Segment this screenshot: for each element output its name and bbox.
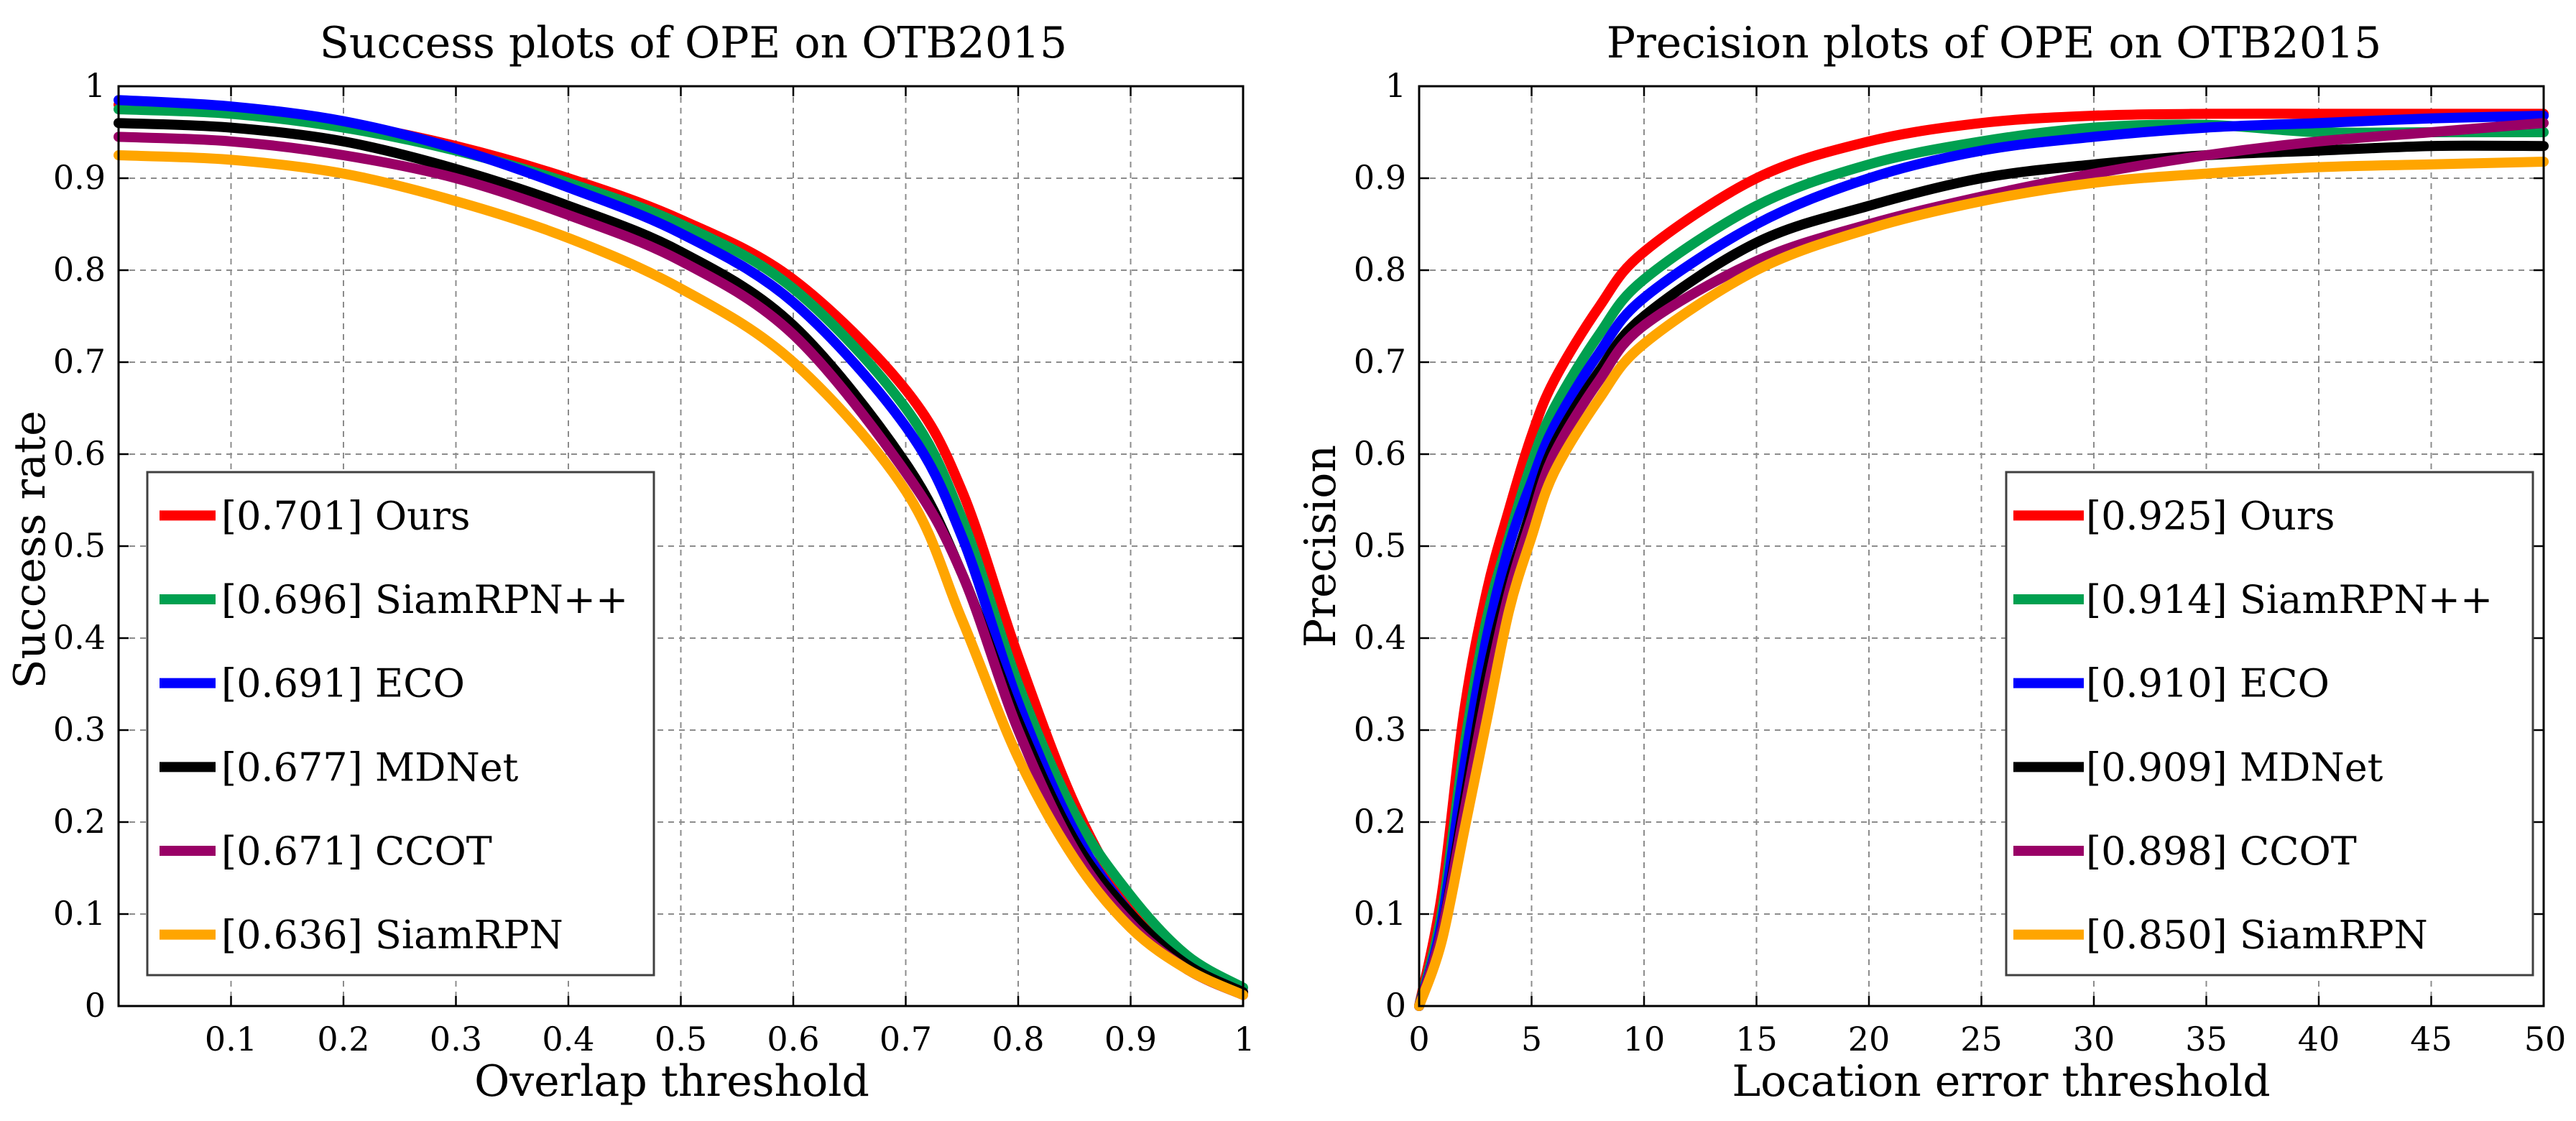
x-axis-label: Location error threshold	[1732, 1056, 2270, 1107]
x-tick-label: 10	[1623, 1020, 1666, 1058]
legend-entry-mdnet: [0.677] MDNet	[221, 744, 519, 790]
legend: [0.701] Ours [0.696] SiamRPN++ [0.691] ECO…	[146, 471, 655, 977]
x-tick-label: 45	[2410, 1020, 2452, 1058]
x-tick-label: 0.3	[430, 1020, 482, 1058]
y-tick-label: 0.4	[1354, 618, 1406, 657]
legend: [0.925] Ours [0.914] SiamRPN++ [0.910] ECO…	[2005, 471, 2534, 977]
y-tick-label: 0.7	[53, 342, 106, 381]
y-axis-label: Success rate	[5, 410, 55, 688]
legend-entry-eco: [0.910] ECO	[2086, 661, 2330, 706]
series-line-siamrpn	[114, 150, 1248, 1000]
legend-entry-ccot: [0.671] CCOT	[221, 829, 492, 874]
y-tick-label: 0.9	[1354, 158, 1406, 197]
legend-box	[2005, 471, 2534, 977]
y-tick-label: 0.6	[1354, 434, 1406, 473]
x-tick-label: 0.8	[992, 1020, 1044, 1058]
y-tick-label: 1	[85, 66, 106, 105]
y-axis-label: Precision	[1296, 445, 1346, 647]
series-line-siamrpn-	[114, 104, 1248, 993]
series-line-ccot	[1414, 118, 2549, 1011]
y-tick-label: 0.8	[1354, 250, 1406, 289]
y-tick-label: 0	[1385, 986, 1406, 1025]
y-tick-label: 0.1	[53, 894, 106, 933]
legend-entry-ours: [0.701] Ours	[221, 493, 470, 538]
x-tick-label: 0.2	[317, 1020, 369, 1058]
x-tick-label: 0.9	[1104, 1020, 1157, 1058]
y-tick-label: 0.2	[1354, 802, 1406, 841]
legend-box	[146, 471, 655, 977]
chart-precision: 00.10.20.30.40.50.60.70.80.910 5 10 15 20 25 3…	[1296, 18, 2566, 1107]
legend-entry-siamrpn: [0.850] SiamRPN	[2086, 913, 2428, 958]
x-tick-label: 25	[1960, 1020, 2003, 1058]
series-line-mdnet	[114, 118, 1248, 997]
x-tick-label: 15	[1735, 1020, 1778, 1058]
legend-entry-siamrpn: [0.636] SiamRPN	[221, 913, 563, 958]
chart-title: Success plots of OPE on OTB2015	[320, 18, 1067, 68]
chart-title: Precision plots of OPE on OTB2015	[1607, 18, 2382, 68]
x-tick-label: 35	[2185, 1020, 2228, 1058]
x-axis-label: Overlap threshold	[474, 1056, 869, 1107]
y-tick-label: 0.7	[1354, 342, 1406, 381]
y-tick-label: 0.1	[1354, 894, 1406, 933]
y-tick-label: 1	[1385, 66, 1406, 105]
x-tick-label: 0.4	[542, 1020, 594, 1058]
y-tick-label: 0.5	[1354, 526, 1406, 565]
legend-entry-siamrpn-: [0.914] SiamRPN++	[2086, 577, 2493, 622]
x-tick-label: 0.6	[767, 1020, 819, 1058]
x-tick-label: 40	[2298, 1020, 2340, 1058]
series-line-eco	[1414, 111, 2549, 1011]
chart-success: 0 0.1 0.2 0.3 0.4 0.5 0.6 0.7 0.8 0.9 1 0.1 0.2 0.3 0.…	[5, 18, 1255, 1107]
series-line-ours	[1414, 109, 2549, 1011]
legend-entry-ours: [0.925] Ours	[2086, 493, 2335, 538]
x-tick-label: 0	[1408, 1020, 1429, 1058]
y-tick-label: 0.9	[53, 158, 106, 197]
legend-entry-ccot: [0.898] CCOT	[2086, 829, 2357, 874]
x-tick-label: 20	[1848, 1020, 1891, 1058]
y-tick-label: 0.3	[53, 710, 106, 749]
y-tick-label: 0	[85, 986, 106, 1025]
y-tick-label: 0.5	[53, 526, 106, 565]
x-tick-label: 0.5	[655, 1020, 707, 1058]
x-tick-label: 0.1	[205, 1020, 257, 1058]
x-tick-label: 1	[1234, 1020, 1255, 1058]
y-tick-label: 0.3	[1354, 710, 1406, 749]
series-line-siamrpn	[1414, 157, 2549, 1011]
x-tick-label: 5	[1521, 1020, 1542, 1058]
legend-entry-siamrpn-: [0.696] SiamRPN++	[221, 577, 628, 622]
x-tick-label: 50	[2524, 1020, 2567, 1058]
y-tick-label: 0.4	[53, 618, 106, 657]
legend-entry-eco: [0.691] ECO	[221, 661, 465, 706]
legend-entry-mdnet: [0.909] MDNet	[2086, 744, 2383, 790]
y-tick-label: 0.8	[53, 250, 106, 289]
x-tick-label: 0.7	[880, 1020, 932, 1058]
y-tick-label: 0.2	[53, 802, 106, 841]
y-tick-label: 0.6	[53, 434, 106, 473]
x-tick-label: 30	[2073, 1020, 2115, 1058]
